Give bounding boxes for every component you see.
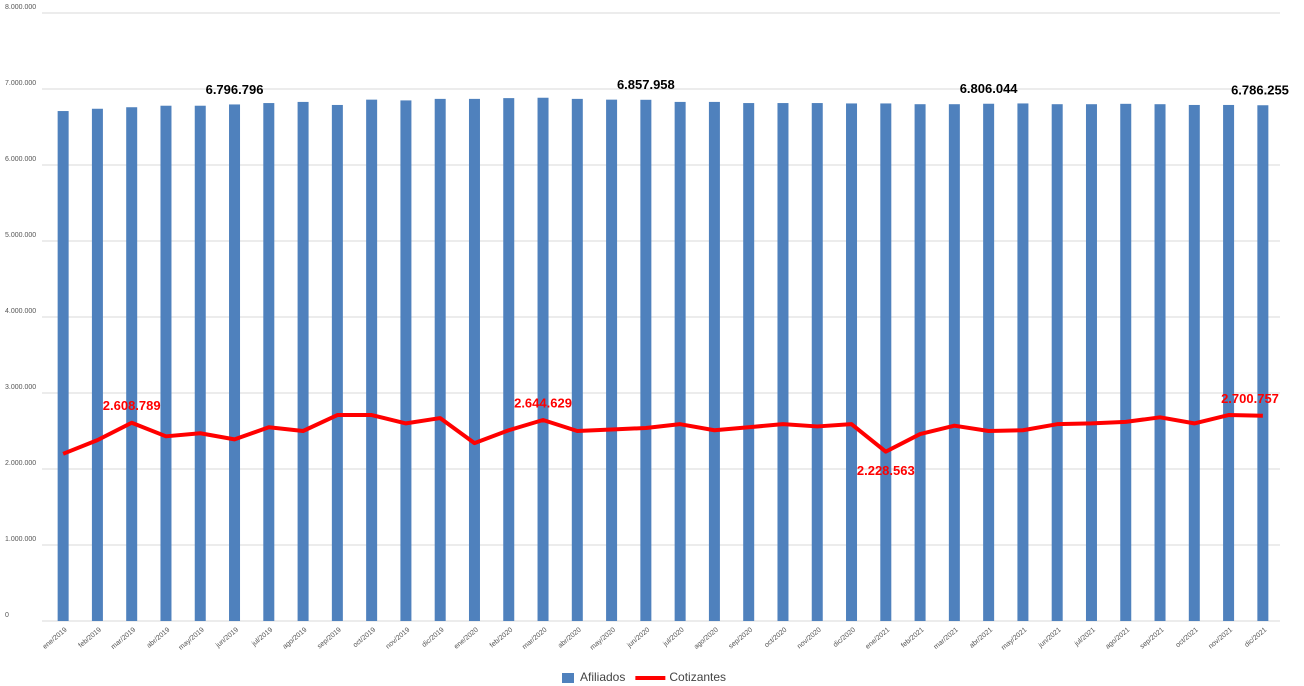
x-tick-label: ago/2019 [282, 627, 309, 651]
bar [674, 101, 686, 622]
x-tick-label: nov/2019 [385, 627, 412, 651]
bar [91, 108, 103, 621]
bar [1257, 105, 1269, 621]
data-label: 6.796.796 [206, 82, 264, 97]
y-tick-label: 4.000.000 [5, 308, 36, 315]
x-tick-label: jul/2021 [1073, 627, 1097, 649]
data-label: 2.644.629 [514, 395, 572, 410]
x-tick-label: dic/2020 [832, 627, 857, 649]
bar [331, 104, 343, 621]
line [62, 413, 1263, 456]
x-tick-label: sep/2020 [728, 627, 755, 651]
y-tick-label: 1.000.000 [5, 536, 36, 543]
x-tick-label: nov/2021 [1207, 627, 1234, 651]
bar [366, 99, 378, 621]
y-tick-label: 8.000.000 [5, 4, 36, 11]
bar [983, 103, 995, 621]
bar [503, 98, 515, 622]
x-tick-label: mar/2020 [521, 627, 548, 651]
x-tick-label: ago/2020 [693, 627, 720, 651]
x-tick-label: may/2020 [589, 627, 617, 652]
bar [126, 107, 138, 622]
x-tick-label: oct/2020 [763, 627, 788, 650]
bar [1051, 104, 1063, 621]
bar [468, 98, 480, 621]
x-tick-label: abr/2020 [557, 627, 583, 650]
bar [229, 104, 241, 622]
x-tick-label: ago/2021 [1104, 627, 1131, 651]
bar [777, 103, 789, 621]
bar [743, 103, 755, 621]
y-tick-label: 5.000.000 [5, 232, 36, 239]
bar [160, 105, 172, 622]
x-tick-label: ene/2020 [453, 627, 480, 651]
bar [194, 105, 206, 622]
bar [400, 100, 412, 621]
x-tick-label: abr/2021 [968, 627, 994, 650]
y-tick-label: 3.000.000 [5, 384, 36, 391]
x-tick-label: sep/2019 [316, 627, 343, 651]
x-tick-label: feb/2020 [489, 627, 514, 650]
y-tick-label: 0 [5, 612, 9, 619]
x-tick-label: dic/2019 [421, 627, 446, 649]
bar [1017, 103, 1029, 621]
x-tick-label: nov/2020 [796, 627, 823, 651]
x-tick-label: jun/2021 [1037, 627, 1063, 650]
x-tick-label: ene/2019 [42, 627, 69, 651]
data-label: 2.228.563 [857, 463, 915, 478]
x-tick-label: abr/2019 [146, 627, 172, 650]
bar [297, 101, 309, 622]
x-tick-label: mar/2019 [110, 627, 137, 651]
bar [1188, 104, 1200, 621]
y-tick-label: 2.000.000 [5, 460, 36, 467]
data-label: 6.857.958 [617, 77, 675, 92]
bar [57, 111, 69, 621]
bar [571, 98, 583, 621]
x-tick-label: may/2021 [1000, 627, 1028, 652]
bar [846, 103, 858, 621]
bar [1154, 104, 1166, 621]
x-tick-label: dic/2021 [1244, 627, 1269, 649]
x-tick-label: ene/2021 [864, 627, 891, 651]
x-tick-label: jun/2019 [214, 627, 240, 650]
legend-swatch [562, 673, 574, 683]
bar [948, 104, 960, 621]
x-tick-label: sep/2021 [1139, 627, 1166, 651]
data-label: 6.786.255 [1231, 83, 1289, 98]
y-tick-label: 7.000.000 [5, 80, 36, 87]
data-label: 2.700.757 [1221, 391, 1279, 406]
x-tick-label: jul/2020 [662, 627, 686, 649]
bar [263, 103, 275, 621]
bar [811, 103, 823, 621]
x-tick-label: oct/2021 [1175, 627, 1200, 650]
legend-label: Afiliados [580, 670, 625, 684]
bar [537, 97, 549, 622]
x-tick-label: may/2019 [178, 627, 206, 652]
bar [914, 104, 926, 621]
x-tick-label: feb/2019 [78, 627, 103, 650]
x-tick-label: jun/2020 [625, 627, 651, 650]
bar [880, 103, 892, 621]
bar [434, 98, 446, 621]
y-tick-label: 6.000.000 [5, 156, 36, 163]
bar [1085, 104, 1097, 621]
bar [1120, 103, 1132, 621]
bar [1223, 104, 1235, 621]
data-label: 6.806.044 [960, 81, 1019, 96]
bar [708, 101, 720, 622]
x-tick-label: oct/2019 [352, 627, 377, 650]
legend-label: Cotizantes [669, 670, 726, 684]
bar [606, 99, 618, 621]
x-tick-label: feb/2021 [900, 627, 925, 650]
bar [640, 99, 652, 622]
x-tick-label: mar/2021 [933, 627, 960, 651]
x-tick-label: jul/2019 [250, 627, 274, 649]
data-label: 2.608.789 [103, 398, 161, 413]
